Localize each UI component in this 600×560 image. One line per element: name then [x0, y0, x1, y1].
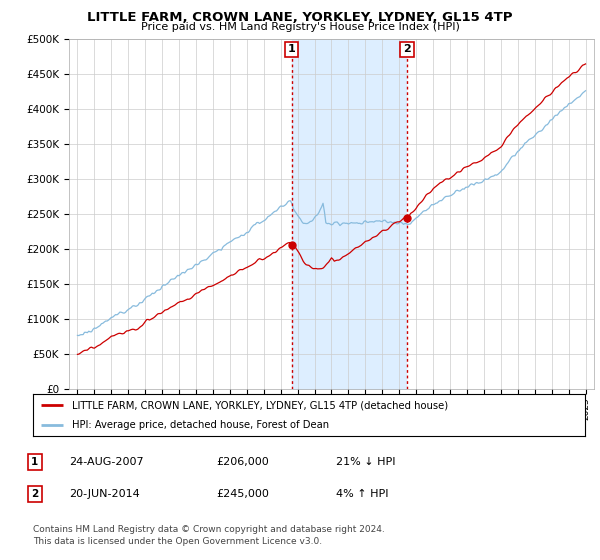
Text: 20-JUN-2014: 20-JUN-2014: [69, 489, 140, 499]
Text: HPI: Average price, detached house, Forest of Dean: HPI: Average price, detached house, Fore…: [71, 420, 329, 430]
Text: 1: 1: [31, 457, 38, 467]
Text: Contains HM Land Registry data © Crown copyright and database right 2024.
This d: Contains HM Land Registry data © Crown c…: [33, 525, 385, 546]
Text: 1: 1: [287, 44, 295, 54]
Text: 21% ↓ HPI: 21% ↓ HPI: [336, 457, 395, 467]
Text: Price paid vs. HM Land Registry's House Price Index (HPI): Price paid vs. HM Land Registry's House …: [140, 22, 460, 32]
Text: 24-AUG-2007: 24-AUG-2007: [69, 457, 143, 467]
Text: £245,000: £245,000: [216, 489, 269, 499]
Text: LITTLE FARM, CROWN LANE, YORKLEY, LYDNEY, GL15 4TP (detached house): LITTLE FARM, CROWN LANE, YORKLEY, LYDNEY…: [71, 400, 448, 410]
Text: 2: 2: [31, 489, 38, 499]
Text: 2: 2: [403, 44, 411, 54]
Text: 4% ↑ HPI: 4% ↑ HPI: [336, 489, 389, 499]
Text: £206,000: £206,000: [216, 457, 269, 467]
Text: LITTLE FARM, CROWN LANE, YORKLEY, LYDNEY, GL15 4TP: LITTLE FARM, CROWN LANE, YORKLEY, LYDNEY…: [87, 11, 513, 24]
